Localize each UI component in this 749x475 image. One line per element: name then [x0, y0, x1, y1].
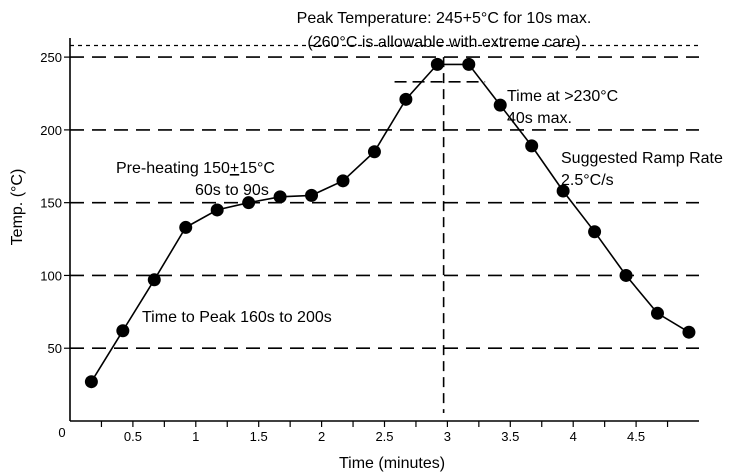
y-tick-label-200: 200 — [40, 123, 62, 138]
data-point-0 — [84, 375, 98, 389]
time-above-230-max-annotation: 40s max. — [507, 110, 572, 127]
peak-allowable-annotation: (260°C is allowable with extreme care) — [307, 34, 580, 51]
data-point-3 — [179, 220, 193, 234]
data-point-5 — [242, 196, 256, 210]
x-tick-label-2.5: 2.5 — [375, 429, 393, 444]
data-point-10 — [399, 92, 413, 106]
preheating-suffix: 15°C — [239, 160, 275, 177]
data-point-9 — [367, 145, 381, 159]
data-point-17 — [619, 268, 633, 282]
data-points — [84, 57, 696, 389]
time-above-230-marker — [394, 57, 486, 413]
data-point-8 — [336, 174, 350, 188]
x-tick-label-1: 1 — [192, 429, 199, 444]
data-point-6 — [273, 190, 287, 204]
y-tick-label-250: 250 — [40, 50, 62, 65]
x-tick-label-3.5: 3.5 — [501, 429, 519, 444]
tick-labels: 50 100 150 200 250 0.5 1 1.5 2 2.5 3 3.5 4 4.5 0 — [40, 50, 645, 444]
ramp-rate-value-annotation: 2.5°C/s — [561, 172, 614, 189]
data-point-11 — [430, 57, 444, 71]
ramp-rate-annotation: Suggested Ramp Rate — [561, 150, 723, 167]
tick-marks — [64, 56, 669, 427]
data-point-12 — [462, 57, 476, 71]
time-to-peak-annotation: Time to Peak 160s to 200s — [142, 309, 332, 326]
grid-lines — [70, 44, 699, 350]
y-tick-label-100: 100 — [40, 268, 62, 283]
preheating-prefix: Pre-heating 150 — [116, 160, 230, 177]
data-point-18 — [650, 306, 664, 320]
data-point-16 — [588, 225, 602, 239]
y-axis-label: Temp. (°C) — [9, 169, 26, 246]
data-point-15 — [556, 184, 570, 198]
data-point-13 — [493, 98, 507, 112]
preheating-annotation: Pre-heating 150+15°C — [116, 160, 275, 177]
data-point-14 — [525, 139, 539, 153]
x-tick-label-4: 4 — [570, 429, 577, 444]
x-tick-label-0.5: 0.5 — [124, 429, 142, 444]
time-above-230-annotation: Time at >230°C — [507, 88, 618, 105]
data-point-7 — [305, 188, 319, 202]
data-point-1 — [116, 324, 130, 338]
data-point-19 — [682, 325, 696, 339]
y-tick-label-150: 150 — [40, 196, 62, 211]
origin-label: 0 — [58, 425, 65, 440]
x-tick-label-1.5: 1.5 — [250, 429, 268, 444]
peak-temperature-annotation: Peak Temperature: 245+5°C for 10s max. — [297, 10, 592, 27]
preheating-duration-annotation: 60s to 90s — [195, 182, 269, 199]
data-point-4 — [210, 203, 224, 217]
preheating-plus-minus: + — [230, 160, 239, 177]
x-axis-label: Time (minutes) — [339, 455, 445, 472]
x-tick-label-2: 2 — [318, 429, 325, 444]
data-point-2 — [147, 273, 161, 287]
x-tick-label-4.5: 4.5 — [627, 429, 645, 444]
x-tick-label-3: 3 — [444, 429, 451, 444]
y-tick-label-50: 50 — [48, 341, 62, 356]
